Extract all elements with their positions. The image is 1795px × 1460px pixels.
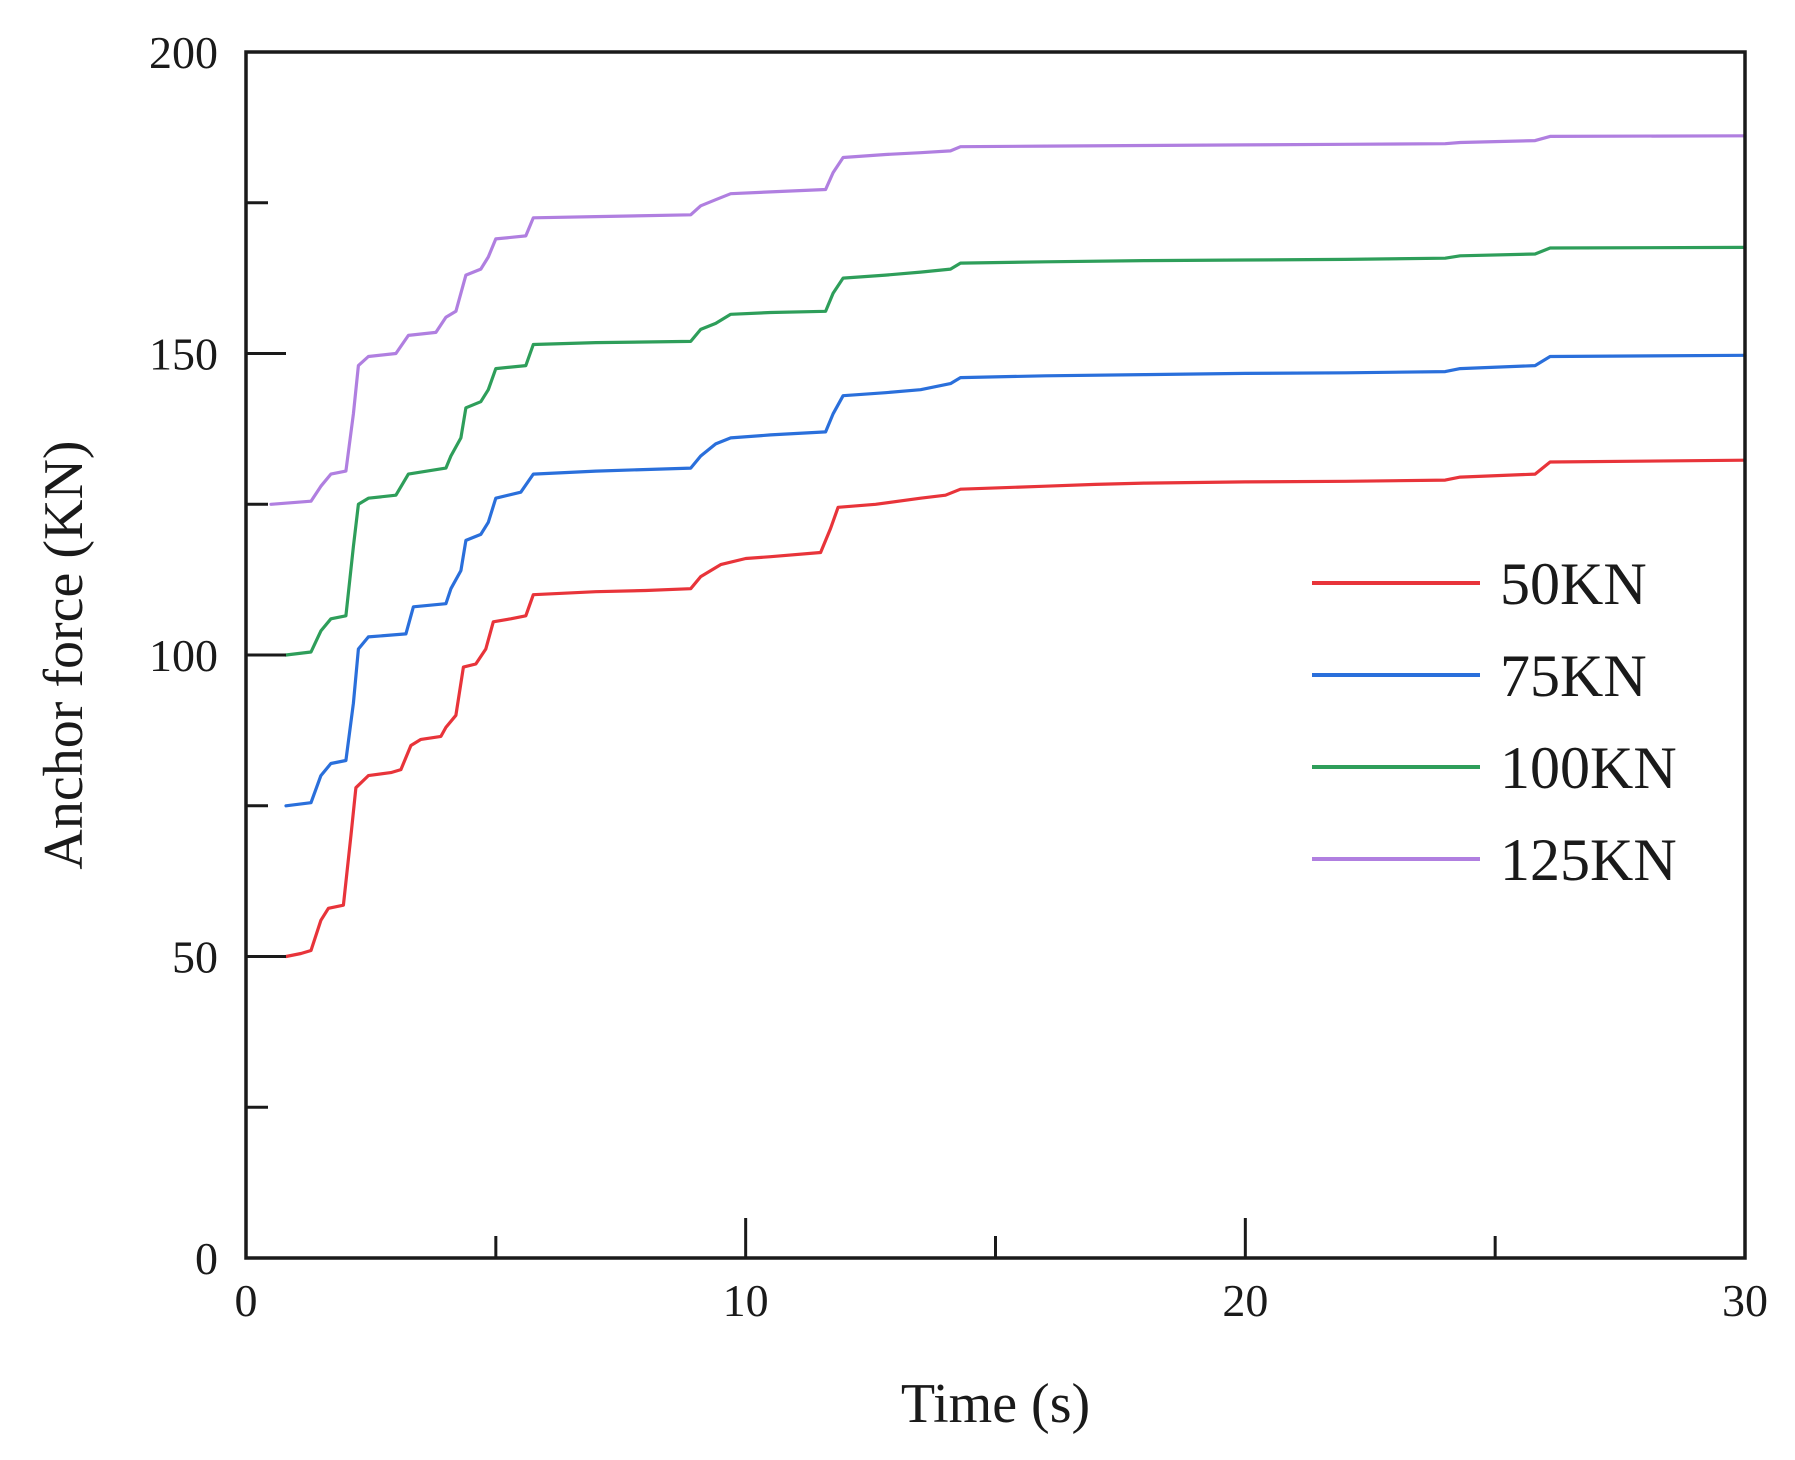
plot-area-frame	[244, 50, 1747, 1260]
x-tick-label: 0	[235, 1275, 258, 1326]
x-tick-label: 20	[1222, 1275, 1268, 1326]
y-tick-label: 200	[149, 27, 218, 78]
legend-label-125kn: 125KN	[1500, 827, 1677, 893]
legend: 50KN 75KN 100KN 125KN	[1312, 551, 1677, 893]
series-line-100kn	[284, 245, 1747, 657]
series-line-75kn	[284, 353, 1747, 808]
y-tick-label: 0	[195, 1233, 218, 1284]
series-layer	[269, 134, 1747, 959]
series-line-50kn	[284, 458, 1747, 959]
x-tick-label: 10	[723, 1275, 769, 1326]
y-tick-label: 100	[149, 630, 218, 681]
x-axis-title: Time (s)	[901, 1373, 1090, 1435]
y-axis-title: Anchor force (KN)	[33, 440, 95, 869]
y-tick-label: 150	[149, 329, 218, 380]
x-tick-label: 30	[1722, 1275, 1768, 1326]
legend-label-75kn: 75KN	[1500, 643, 1647, 709]
legend-label-100kn: 100KN	[1500, 735, 1677, 801]
tick-labels-layer: 0 10 20 30 0 50 100 150 200	[149, 27, 1768, 1326]
y-tick-label: 50	[172, 932, 218, 983]
legend-label-50kn: 50KN	[1500, 551, 1647, 617]
series-line-125kn	[269, 134, 1747, 506]
